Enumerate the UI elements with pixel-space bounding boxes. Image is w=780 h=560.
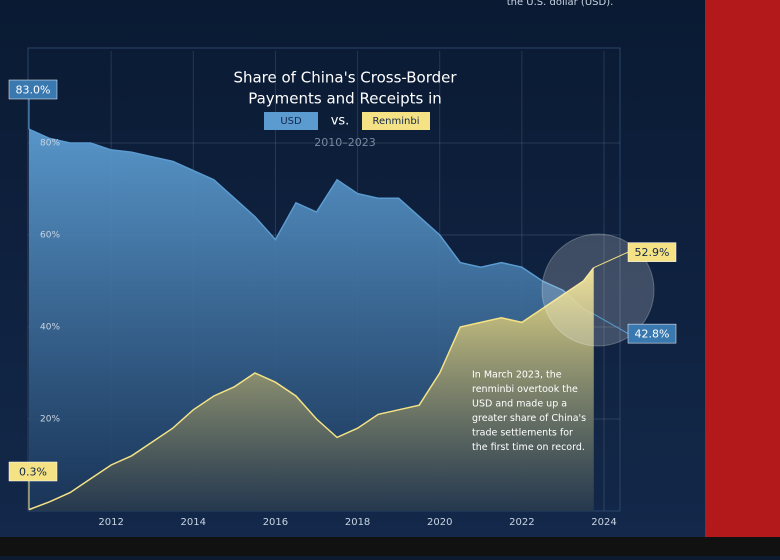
legend-box xyxy=(362,112,430,130)
value-label: 0.3% xyxy=(19,466,47,479)
value-label-box xyxy=(627,242,677,262)
highlight xyxy=(541,233,655,347)
x-tick-label: 2024 xyxy=(591,517,616,528)
area-1 xyxy=(29,267,594,511)
value-label: 42.8% xyxy=(635,328,670,341)
line-1 xyxy=(28,267,595,511)
y-tick-label: 40% xyxy=(40,323,60,333)
annotation: In March 2023, the xyxy=(472,370,562,381)
x-tick-label: 2022 xyxy=(509,517,534,528)
x-tick-label: 2016 xyxy=(263,517,288,528)
header-text: the U.S. dollar (USD). xyxy=(507,0,614,8)
label-leader xyxy=(593,251,629,269)
bottom-bar xyxy=(0,537,780,556)
chart-title: Payments and Receipts in xyxy=(248,90,442,108)
annotation: renminbi overtook the xyxy=(472,384,578,395)
annotation: greater share of China's xyxy=(472,413,586,424)
value-label-box xyxy=(8,461,58,482)
annotation: trade settlements for xyxy=(472,428,573,439)
x-tick-label: 2020 xyxy=(427,517,452,528)
line-0 xyxy=(28,128,595,315)
x-tick-label: 2012 xyxy=(98,517,123,528)
y-tick-label: 60% xyxy=(40,231,60,241)
legend-joiner: vs. xyxy=(331,114,350,129)
value-label-box xyxy=(627,323,677,344)
subtitle: 2010–2023 xyxy=(314,136,376,149)
value-label: 52.9% xyxy=(635,246,670,259)
value-label-box xyxy=(8,79,58,100)
x-tick-label: 2014 xyxy=(181,517,206,528)
annotation: USD and made up a xyxy=(472,399,567,410)
legend-box xyxy=(264,112,318,130)
side-bar xyxy=(705,0,780,537)
y-tick-label: 80% xyxy=(40,139,60,149)
y-tick-label: 20% xyxy=(40,415,60,425)
chart-title: Share of China's Cross-Border xyxy=(233,69,457,87)
value-label: 83.0% xyxy=(16,84,51,97)
legend-label: Renminbi xyxy=(373,116,420,127)
annotation: the first time on record. xyxy=(472,442,585,453)
label-leader xyxy=(593,313,629,335)
legend-label: USD xyxy=(280,116,302,127)
x-tick-label: 2018 xyxy=(345,517,370,528)
